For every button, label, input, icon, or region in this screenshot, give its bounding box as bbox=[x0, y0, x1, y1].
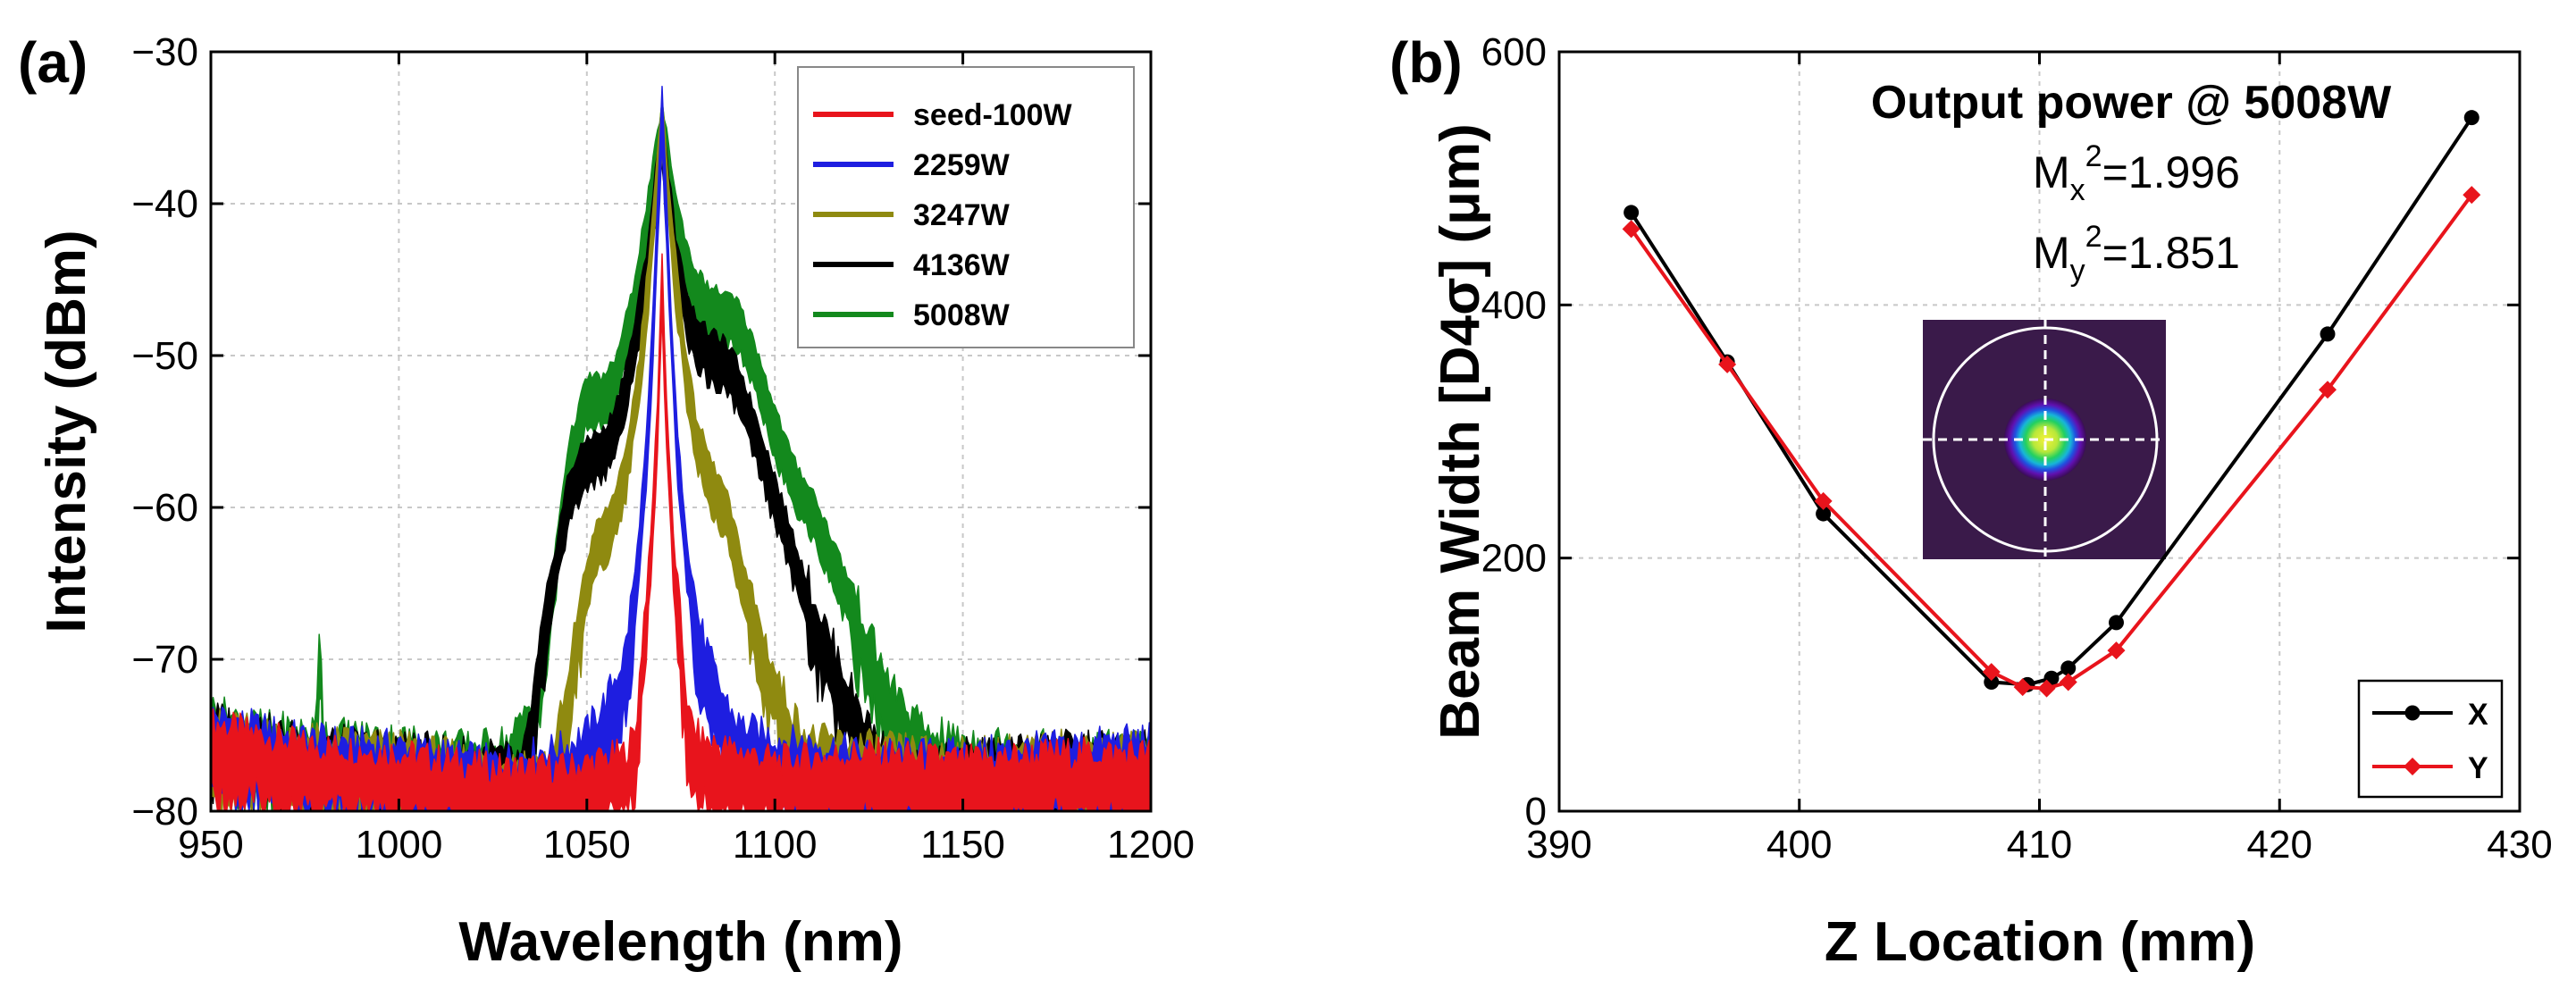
y-tick-label: −80 bbox=[131, 790, 198, 834]
panel-a-ticks: 950 1000 1050 1100 1150 1200 −80 −70 −60 −50 −40 −3… bbox=[131, 30, 1195, 867]
series-y-point bbox=[1718, 355, 1737, 373]
annotation-title: Output power @ 5008W bbox=[1871, 77, 2392, 129]
y-tick-label: 400 bbox=[1481, 283, 1547, 327]
panel-b-series bbox=[1622, 110, 2481, 698]
series-y-point bbox=[1814, 491, 1833, 510]
series-y-point bbox=[2319, 381, 2337, 399]
series-x-line bbox=[1629, 116, 2473, 687]
y-tick-label: −30 bbox=[131, 30, 198, 74]
x-tick-label: 1200 bbox=[1107, 823, 1195, 867]
my-value: =1.851 bbox=[2102, 228, 2240, 278]
x-tick-label: 430 bbox=[2487, 823, 2552, 867]
x-tick-label: 1150 bbox=[920, 823, 1005, 867]
legend-box bbox=[2357, 679, 2504, 799]
panel-a-legend: seed-100W 2259W 3247W 4136W 5008W bbox=[797, 66, 1135, 348]
y-tick-label: 0 bbox=[1525, 790, 1547, 834]
series-x-point bbox=[2320, 326, 2336, 342]
series-x-point bbox=[1816, 506, 1832, 522]
panel-a-series bbox=[211, 85, 1151, 811]
legend-label-4136w: 4136W bbox=[913, 248, 1011, 282]
series-y-line bbox=[1629, 193, 2473, 691]
x-tick-label: 400 bbox=[1766, 823, 1832, 867]
legend-marker-y bbox=[2404, 758, 2421, 775]
x-tick-label: 950 bbox=[178, 823, 243, 867]
panel-b-legend: XY bbox=[2357, 679, 2504, 799]
panel-b-ticks: 390 400 410 420 430 0 200 400 600 bbox=[1481, 30, 2553, 867]
annotation-my: My2=1.851 bbox=[2033, 220, 2240, 288]
y-tick-label: −70 bbox=[131, 638, 198, 682]
series-y-point bbox=[1982, 663, 2001, 682]
series-x-point bbox=[1984, 674, 2000, 690]
beam-profile-inset bbox=[1923, 320, 2166, 559]
mx-sup: 2 bbox=[2085, 139, 2102, 173]
mx-value: =1.996 bbox=[2102, 147, 2240, 197]
series-3247w-trace bbox=[211, 99, 1151, 811]
panel-b-xlabel: Z Location (mm) bbox=[1825, 911, 2255, 973]
my-label: M bbox=[2033, 228, 2070, 278]
mx-sub: x bbox=[2070, 173, 2085, 207]
panel-b-grid bbox=[1559, 52, 2520, 811]
x-tick-label: 1050 bbox=[543, 823, 631, 867]
y-tick-label: 200 bbox=[1481, 537, 1547, 581]
x-tick-label: 390 bbox=[1526, 823, 1591, 867]
legend-label-y: Y bbox=[2468, 751, 2488, 785]
series-y-point bbox=[2037, 679, 2056, 698]
legend-label-5008w: 5008W bbox=[913, 298, 1011, 332]
series-x-point bbox=[2060, 660, 2077, 676]
panel-b: (b) Output power @ 5008W Mx2=1.996 My2=1… bbox=[1389, 30, 2553, 973]
series-y-point bbox=[2059, 673, 2077, 691]
panel-b-label: (b) bbox=[1389, 30, 1463, 95]
legend-label-3247w: 3247W bbox=[913, 198, 1011, 232]
my-sub: y bbox=[2070, 254, 2085, 288]
x-tick-label: 1100 bbox=[733, 823, 818, 867]
x-tick-label: 410 bbox=[2007, 823, 2072, 867]
series-4136w-trace bbox=[211, 115, 1151, 811]
x-tick-label: 420 bbox=[2247, 823, 2312, 867]
legend-label-seed-100w: seed-100W bbox=[913, 98, 1073, 132]
series-x-point bbox=[2463, 110, 2480, 126]
series-y-point bbox=[2107, 641, 2126, 660]
panel-b-ylabel: Beam Width [D4σ] (μm) bbox=[1430, 123, 1491, 739]
y-tick-label: −60 bbox=[131, 486, 198, 530]
legend-marker-x bbox=[2404, 705, 2421, 721]
series-y-point bbox=[2463, 186, 2481, 205]
series-x-point bbox=[1624, 205, 1640, 221]
y-tick-label: −50 bbox=[131, 334, 198, 378]
y-tick-label: −40 bbox=[131, 182, 198, 226]
legend-label-2259w: 2259W bbox=[913, 148, 1011, 182]
annotation-mx: Mx2=1.996 bbox=[2033, 139, 2240, 207]
series-y-point bbox=[2013, 678, 2032, 697]
panel-a-axes-frame bbox=[209, 50, 1153, 813]
panel-a: (a) 950 1000 1050 1100 1150 1200 −80 −70 −60 −50 −… bbox=[18, 30, 1195, 973]
legend-label-x: X bbox=[2468, 698, 2488, 732]
series-seed-100w-trace bbox=[211, 253, 1151, 811]
panel-a-xlabel: Wavelength (nm) bbox=[458, 911, 902, 973]
x-tick-label: 1000 bbox=[355, 823, 442, 867]
mx-label: M bbox=[2033, 147, 2070, 197]
series-x-point bbox=[2109, 615, 2124, 631]
my-sup: 2 bbox=[2085, 220, 2102, 254]
y-tick-label: 600 bbox=[1481, 30, 1547, 74]
series-y-point bbox=[1622, 220, 1640, 239]
panel-a-label: (a) bbox=[18, 30, 88, 95]
panel-a-ylabel: Intensity (dBm) bbox=[36, 230, 97, 633]
